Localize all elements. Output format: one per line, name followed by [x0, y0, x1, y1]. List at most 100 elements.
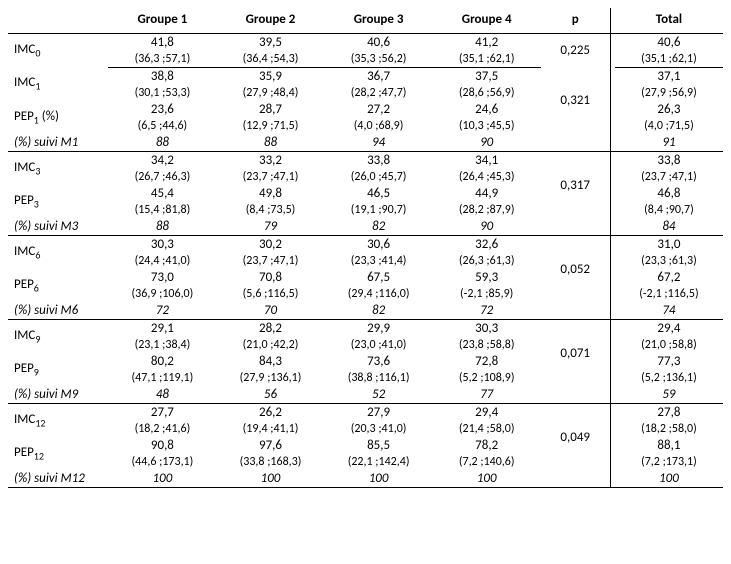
cell-g3-range: (35,3 ;56,2)	[325, 51, 433, 68]
row-label: IMC9	[8, 320, 108, 354]
cell-g3-range: (23,3 ;41,4)	[325, 253, 433, 269]
table-row-range: (23,1 ;38,4)(21,0 ;42,2)(23,0 ;41,0)(23,…	[8, 337, 723, 353]
cell-p: 0,052	[541, 236, 610, 303]
cell-total: 37,1	[615, 68, 723, 86]
cell-g3: 67,5	[325, 269, 433, 286]
suivi-g1: 72	[108, 302, 216, 320]
suivi-total: 100	[615, 470, 723, 488]
cell-total: 67,2	[615, 269, 723, 286]
cell-g4-range: (21,4 ;58,0)	[433, 421, 541, 437]
row-label: IMC0	[8, 34, 108, 68]
suivi-label: (%) suivi M12	[8, 470, 108, 488]
cell-g1-range: (30,1 ;53,3)	[108, 85, 216, 101]
suivi-label: (%) suivi M6	[8, 302, 108, 320]
suivi-g3: 82	[325, 218, 433, 236]
suivi-g1: 100	[108, 470, 216, 488]
suivi-g4: 90	[433, 218, 541, 236]
table-row-range: (36,3 ;57,1)(36,4 ;54,3)(35,3 ;56,2)(35,…	[8, 51, 723, 68]
cell-g3: 27,2	[325, 101, 433, 118]
cell-g1-range: (15,4 ;81,8)	[108, 202, 216, 218]
table-row-range: (18,2 ;41,6)(19,4 ;41,1)(20,3 ;41,0)(21,…	[8, 421, 723, 437]
cell-g4: 32,6	[433, 236, 541, 254]
cell-p: 0,321	[541, 68, 610, 135]
cell-g4-range: (28,6 ;56,9)	[433, 85, 541, 101]
cell-g2: 28,2	[216, 320, 324, 338]
suivi-total: 91	[615, 134, 723, 152]
header-blank	[8, 8, 108, 34]
cell-g2-range: (23,7 ;47,1)	[216, 169, 324, 185]
cell-g3: 85,5	[325, 437, 433, 454]
cell-g4-range: (23,8 ;58,8)	[433, 337, 541, 353]
row-label: IMC1	[8, 68, 108, 102]
suivi-label: (%) suivi M1	[8, 134, 108, 152]
cell-p: 0,317	[541, 152, 610, 219]
cell-g2-range: (27,9 ;48,4)	[216, 85, 324, 101]
cell-g4: 44,9	[433, 185, 541, 202]
suivi-g4: 77	[433, 386, 541, 404]
cell-g3: 33,8	[325, 152, 433, 170]
suivi-row: (%) suivi M12100100100100100	[8, 470, 723, 488]
cell-g4: 59,3	[433, 269, 541, 286]
cell-g3-range: (28,2 ;47,7)	[325, 85, 433, 101]
cell-g3-range: (38,8 ;116,1)	[325, 370, 433, 386]
cell-g1-range: (26,7 ;46,3)	[108, 169, 216, 185]
suivi-total: 74	[615, 302, 723, 320]
cell-g2: 70,8	[216, 269, 324, 286]
row-label: PEP6	[8, 269, 108, 302]
row-label: IMC3	[8, 152, 108, 186]
table-row: PEP980,284,373,672,877,3	[8, 353, 723, 370]
cell-g4: 29,4	[433, 404, 541, 422]
suivi-g2: 88	[216, 134, 324, 152]
cell-g1: 90,8	[108, 437, 216, 454]
table-row-range: (15,4 ;81,8)(8,4 ;73,5)(19,1 ;90,7)(28,2…	[8, 202, 723, 218]
cell-g1: 38,8	[108, 68, 216, 86]
suivi-g3: 52	[325, 386, 433, 404]
suivi-row: (%) suivi M67270827274	[8, 302, 723, 320]
cell-total-range: (35,1 ;62,1)	[615, 51, 723, 68]
cell-g1: 27,7	[108, 404, 216, 422]
header-g2: Groupe 2	[216, 8, 324, 34]
cell-total-range: (21,0 ;58,8)	[615, 337, 723, 353]
table-row-range: (47,1 ;119,1)(27,9 ;136,1)(38,8 ;116,1)(…	[8, 370, 723, 386]
cell-g3-range: (23,0 ;41,0)	[325, 337, 433, 353]
table-row-range: (36,9 ;106,0)(5,6 ;116,5)(29,4 ;116,0)(-…	[8, 286, 723, 302]
suivi-g1: 88	[108, 134, 216, 152]
cell-g4-range: (7,2 ;140,6)	[433, 454, 541, 470]
cell-total: 77,3	[615, 353, 723, 370]
cell-g2-range: (33,8 ;168,3)	[216, 454, 324, 470]
cell-g2: 26,2	[216, 404, 324, 422]
table-row: IMC041,839,540,641,20,22540,6	[8, 34, 723, 52]
cell-g2-range: (23,7 ;47,1)	[216, 253, 324, 269]
cell-g1: 34,2	[108, 152, 216, 170]
table-row: PEP1 (%)23,628,727,224,626,3	[8, 101, 723, 118]
cell-g4: 78,2	[433, 437, 541, 454]
cell-total-range: (5,2 ;136,1)	[615, 370, 723, 386]
cell-g1-range: (47,1 ;119,1)	[108, 370, 216, 386]
suivi-g4: 100	[433, 470, 541, 488]
suivi-p	[541, 134, 610, 152]
row-label: PEP1 (%)	[8, 101, 108, 134]
cell-total-range: (7,2 ;173,1)	[615, 454, 723, 470]
cell-g4-range: (26,3 ;61,3)	[433, 253, 541, 269]
cell-g4: 41,2	[433, 34, 541, 52]
cell-total-range: (27,9 ;56,9)	[615, 85, 723, 101]
suivi-g4: 90	[433, 134, 541, 152]
cell-g3: 73,6	[325, 353, 433, 370]
cell-g1: 45,4	[108, 185, 216, 202]
table-row: IMC929,128,229,930,30,07129,4	[8, 320, 723, 338]
suivi-g2: 100	[216, 470, 324, 488]
cell-g1-range: (36,3 ;57,1)	[108, 51, 216, 68]
cell-p: 0,049	[541, 404, 610, 471]
cell-g1-range: (36,9 ;106,0)	[108, 286, 216, 302]
cell-g1: 29,1	[108, 320, 216, 338]
cell-p: 0,225	[541, 34, 610, 68]
header-g3: Groupe 3	[325, 8, 433, 34]
suivi-label: (%) suivi M3	[8, 218, 108, 236]
cell-total: 46,8	[615, 185, 723, 202]
cell-g4: 37,5	[433, 68, 541, 86]
header-row: Groupe 1 Groupe 2 Groupe 3 Groupe 4 p To…	[8, 8, 723, 34]
cell-g3-range: (22,1 ;142,4)	[325, 454, 433, 470]
cell-p: 0,071	[541, 320, 610, 387]
suivi-total: 59	[615, 386, 723, 404]
cell-total: 26,3	[615, 101, 723, 118]
